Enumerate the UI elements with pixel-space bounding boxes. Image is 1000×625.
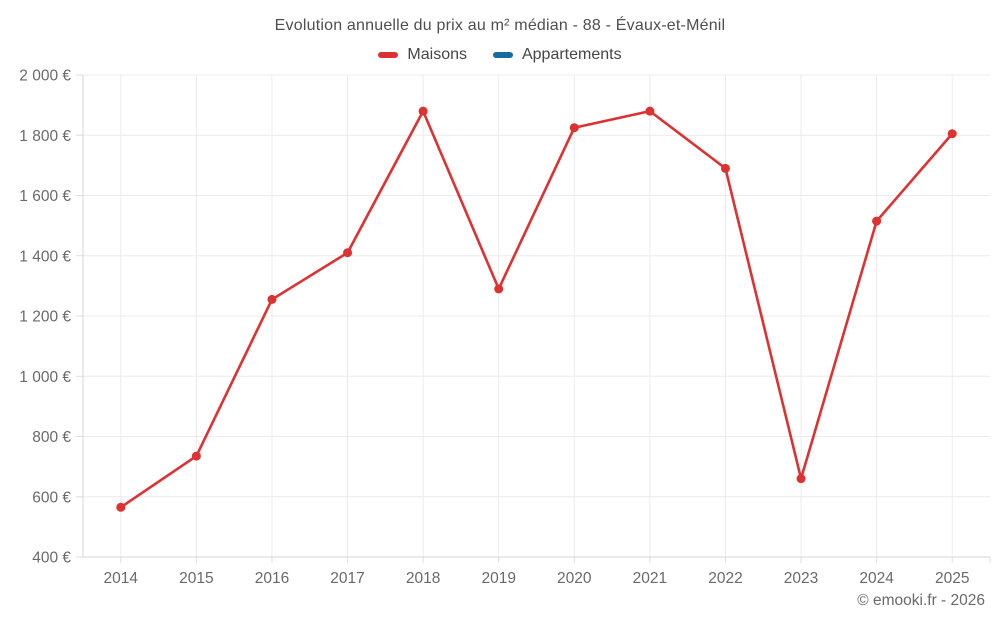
y-tick-label: 1 400 € — [19, 248, 71, 265]
y-tick-label: 1 800 € — [19, 128, 71, 145]
legend-item-maisons[interactable]: Maisons — [378, 46, 467, 64]
y-tick-label: 2 000 € — [19, 68, 71, 85]
x-tick-label: 2022 — [708, 570, 742, 587]
data-point-maisons-2025[interactable] — [947, 129, 957, 139]
x-tick-label: 2020 — [557, 570, 592, 587]
data-point-maisons-2020[interactable] — [569, 123, 579, 133]
chart-title: Evolution annuelle du prix au m² médian … — [274, 17, 726, 34]
x-tick-label: 2015 — [179, 570, 213, 587]
data-point-maisons-2021[interactable] — [645, 106, 655, 116]
data-point-maisons-2022[interactable] — [720, 163, 730, 173]
data-point-maisons-2023[interactable] — [796, 474, 806, 484]
data-point-maisons-2016[interactable] — [267, 294, 277, 304]
y-tick-label: 800 € — [32, 429, 71, 446]
y-tick-label: 1 600 € — [19, 188, 71, 205]
data-point-maisons-2018[interactable] — [418, 106, 428, 116]
legend-label-maisons: Maisons — [407, 46, 467, 63]
x-tick-label: 2018 — [406, 570, 440, 587]
x-tick-label: 2016 — [255, 570, 289, 587]
y-tick-label: 1 200 € — [19, 309, 71, 326]
x-tick-label: 2025 — [935, 570, 969, 587]
series-line-maisons — [119, 109, 954, 509]
x-tick-label: 2024 — [859, 570, 894, 587]
data-point-maisons-2017[interactable] — [343, 248, 353, 258]
data-point-maisons-2015[interactable] — [191, 451, 201, 461]
watermark: © emooki.fr - 2026 — [857, 592, 985, 609]
data-point-maisons-2019[interactable] — [494, 284, 504, 294]
data-point-maisons-2014[interactable] — [116, 502, 126, 512]
legend: Maisons Appartements — [0, 46, 1000, 64]
x-tick-label: 2014 — [104, 570, 139, 587]
data-point-maisons-2024[interactable] — [872, 216, 882, 226]
x-tick-label: 2017 — [330, 570, 364, 587]
legend-swatch-appartements-icon — [492, 52, 513, 58]
x-tick-label: 2023 — [784, 570, 818, 587]
legend-label-appartements: Appartements — [521, 46, 622, 63]
y-tick-label: 600 € — [32, 489, 71, 506]
legend-item-appartements[interactable]: Appartements — [492, 46, 622, 64]
x-tick-label: 2019 — [481, 570, 515, 587]
legend-swatch-maisons-icon — [378, 52, 399, 58]
x-tick-label: 2021 — [633, 570, 667, 587]
y-tick-label: 1 000 € — [19, 369, 71, 386]
y-tick-label: 400 € — [32, 550, 71, 567]
